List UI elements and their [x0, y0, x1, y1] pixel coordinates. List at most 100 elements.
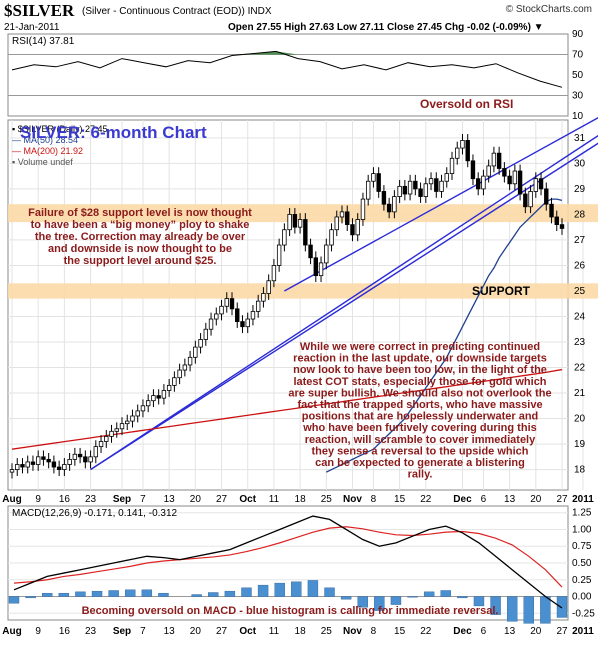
- price-candle: [502, 168, 507, 177]
- price-x-tick-label: 20: [190, 494, 202, 505]
- macd-histogram-bar: [357, 596, 368, 608]
- macd-histogram-bar: [324, 587, 335, 597]
- price-candle: [125, 420, 130, 425]
- macd-title: MACD(12,26,9) -0.171, 0.141, -0.312: [12, 508, 178, 519]
- price-tick-label: 21: [574, 388, 586, 399]
- macd-x-tick-label: 11: [269, 626, 280, 637]
- price-candle: [470, 160, 476, 180]
- macd-histogram-bar: [108, 590, 119, 597]
- price-tick-label: 27: [574, 235, 586, 246]
- macd-histogram-bar: [191, 594, 202, 597]
- price-candle: [282, 229, 287, 246]
- macd-x-tick-label: 2011: [572, 626, 594, 637]
- price-candle: [135, 410, 140, 417]
- price-candle: [329, 229, 334, 246]
- right-note-line: rally.: [408, 469, 433, 481]
- price-candle: [9, 469, 15, 473]
- price-x-tick-label: 27: [216, 494, 228, 505]
- price-legend-series: ▪ $SILVER (Daily) 27.45: [12, 124, 108, 134]
- chart-date: 21-Jan-2011: [4, 22, 60, 33]
- rsi-tick-label: 50: [572, 70, 584, 81]
- right-note-line: latest COT stats, especially those for g…: [293, 376, 546, 388]
- price-candle: [193, 346, 198, 358]
- price-candle: [219, 305, 224, 315]
- rsi-title: RSI(14) 37.81: [12, 36, 75, 47]
- price-candle: [533, 178, 539, 192]
- price-candle: [114, 428, 119, 432]
- price-candle: [481, 175, 486, 190]
- macd-tick-label: 1.25: [572, 508, 592, 519]
- macd-histogram-bar: [390, 596, 402, 605]
- macd-histogram-bar: [490, 596, 501, 615]
- macd-histogram-bar: [340, 596, 352, 600]
- price-candle: [172, 377, 177, 386]
- left-note-line: and downside is now thought to be: [48, 243, 232, 255]
- left-note-line: Failure of $28 support level is now thou…: [28, 207, 252, 219]
- chart-symbol: $SILVER: [4, 1, 75, 20]
- price-candle: [224, 298, 229, 307]
- price-x-tick-label: 6: [481, 494, 487, 505]
- price-tick-label: 18: [574, 465, 586, 476]
- price-x-tick-label: 2011: [572, 494, 594, 505]
- chart-title: SILVER: 6-month Chart: [20, 123, 207, 142]
- price-candle: [507, 175, 512, 185]
- right-note-line: can be expected to generate a blistering: [315, 457, 525, 469]
- trend-channel-line: [90, 142, 598, 471]
- price-candle: [271, 265, 277, 282]
- price-tick-label: 20: [574, 414, 586, 425]
- stockcharts-logo: © StockCharts.com: [505, 4, 592, 15]
- price-candle: [523, 193, 528, 208]
- macd-x-tick-label: Sep: [113, 626, 131, 637]
- macd-tick-label: 0.25: [572, 575, 592, 586]
- right-note-line: While we were correct in predicting cont…: [300, 341, 540, 353]
- price-tick-label: 24: [574, 311, 586, 322]
- price-candle: [313, 257, 319, 277]
- price-tick-label: 25: [574, 286, 586, 297]
- support-band: [8, 204, 598, 223]
- macd-histogram-bar: [291, 581, 302, 597]
- macd-histogram-bar: [241, 587, 252, 597]
- price-candle: [145, 400, 151, 407]
- rsi-tick-label: 30: [572, 91, 584, 102]
- price-candle: [350, 224, 355, 236]
- price-candle: [255, 300, 261, 312]
- right-note-line: they sense a reversal to the upside whic…: [311, 445, 528, 457]
- price-candle: [182, 364, 188, 371]
- price-candle: [423, 183, 429, 197]
- price-x-tick-label: 7: [140, 494, 146, 505]
- price-candle: [402, 185, 408, 195]
- price-candle: [240, 321, 245, 328]
- price-candle: [360, 198, 366, 220]
- price-tick-label: 22: [574, 363, 586, 374]
- price-candle: [554, 216, 559, 226]
- macd-x-tick-label: 15: [394, 626, 406, 637]
- right-note-line: reaction, will scramble to cover immedia…: [305, 434, 536, 446]
- macd-note: Becoming oversold on MACD - blue histogr…: [82, 605, 499, 617]
- price-tick-label: 23: [574, 337, 586, 348]
- price-candle: [98, 441, 104, 448]
- right-note-line: reaction in the last update, our downsid…: [293, 353, 547, 365]
- price-candle: [303, 219, 308, 246]
- price-candle: [318, 262, 324, 277]
- price-candle: [324, 244, 329, 264]
- price-candle: [355, 219, 360, 236]
- macd-histogram-bar: [440, 590, 451, 597]
- macd-histogram-bar: [556, 596, 568, 618]
- trend-channel-line: [284, 117, 598, 292]
- macd-x-tick-label: Oct: [239, 626, 256, 637]
- macd-tick-label: 1.00: [572, 524, 592, 535]
- macd-histogram-bar: [523, 596, 534, 624]
- left-note-line: the tree. Correction may already be over: [35, 231, 246, 243]
- price-candle: [428, 178, 434, 185]
- price-candle: [119, 423, 125, 430]
- price-candle: [439, 180, 444, 192]
- macd-histogram-bar: [374, 596, 385, 611]
- price-candle: [187, 356, 193, 366]
- price-candle: [208, 318, 214, 330]
- price-candle: [339, 211, 345, 218]
- price-candle: [407, 180, 413, 195]
- macd-tick-label: 0.00: [572, 592, 592, 603]
- price-x-tick-label: 23: [85, 494, 97, 505]
- price-candle: [20, 464, 25, 468]
